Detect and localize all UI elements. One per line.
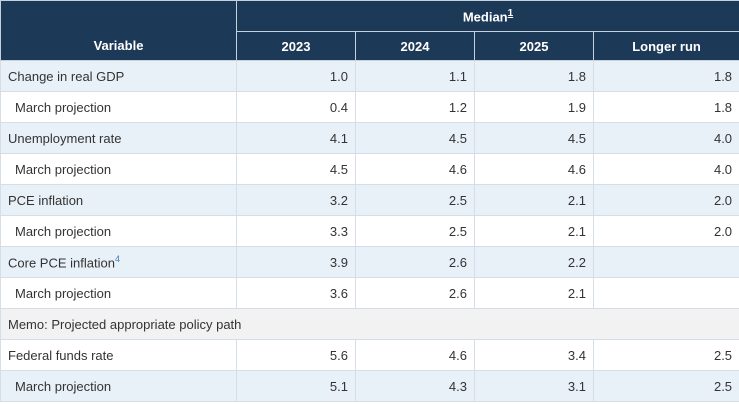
cell-2023: 3.3 xyxy=(236,215,356,247)
cell-2025: 3.1 xyxy=(474,370,594,402)
cell-2024: 2.6 xyxy=(355,277,475,309)
year-header-2025: 2025 xyxy=(474,31,594,61)
row-label: March projection xyxy=(0,215,237,247)
cell-longer-run: 2.5 xyxy=(592,370,739,402)
row-label-cell: Core PCE inflation4 xyxy=(0,246,237,278)
row-label: March projection xyxy=(0,153,237,185)
table-row: March projection 0.4 1.2 1.9 1.8 xyxy=(0,91,739,123)
table-row: March projection 5.1 4.3 3.1 2.5 xyxy=(0,370,739,402)
row-label: Unemployment rate xyxy=(0,122,237,154)
median-label: Median xyxy=(462,9,508,25)
cell-2024: 4.6 xyxy=(355,339,475,371)
table-row: March projection 3.3 2.5 2.1 2.0 xyxy=(0,215,739,247)
cell-longer-run: 2.5 xyxy=(592,339,739,371)
cell-2023: 3.2 xyxy=(236,184,356,216)
cell-2023: 5.6 xyxy=(236,339,356,371)
table-row: March projection 4.5 4.6 4.6 4.0 xyxy=(0,153,739,185)
cell-longer-run: 1.8 xyxy=(592,91,739,123)
median-header: Median1 xyxy=(235,0,739,32)
year-header-2023: 2023 xyxy=(236,31,356,61)
cell-longer-run: 4.0 xyxy=(592,153,739,185)
year-header-longer-run: Longer run xyxy=(592,31,739,61)
cell-2023: 5.1 xyxy=(236,370,356,402)
cell-2023: 4.1 xyxy=(236,122,356,154)
table-row: Unemployment rate 4.1 4.5 4.5 4.0 xyxy=(0,122,739,154)
footnote-marker[interactable]: 4 xyxy=(114,253,120,264)
table-row: Federal funds rate 5.6 4.6 3.4 2.5 xyxy=(0,339,739,371)
cell-longer-run: 2.0 xyxy=(592,184,739,216)
cell-longer-run xyxy=(592,246,739,278)
cell-2024: 4.5 xyxy=(355,122,475,154)
cell-2025: 3.4 xyxy=(474,339,594,371)
cell-2024: 1.1 xyxy=(355,60,475,92)
cell-2023: 4.5 xyxy=(236,153,356,185)
cell-2024: 2.5 xyxy=(355,215,475,247)
median-footnote-link[interactable]: 1 xyxy=(507,7,514,19)
cell-longer-run: 1.8 xyxy=(592,60,739,92)
cell-2024: 2.6 xyxy=(355,246,475,278)
row-label: March projection xyxy=(0,370,237,402)
table-row: Core PCE inflation4 3.9 2.6 2.2 xyxy=(0,246,739,278)
cell-2025: 2.1 xyxy=(474,277,594,309)
cell-2024: 2.5 xyxy=(355,184,475,216)
table-row: March projection 3.6 2.6 2.1 xyxy=(0,277,739,309)
row-label: March projection xyxy=(0,277,237,309)
cell-longer-run: 4.0 xyxy=(592,122,739,154)
table-row: Change in real GDP 1.0 1.1 1.8 1.8 xyxy=(0,60,739,92)
memo-label: Memo: Projected appropriate policy path xyxy=(0,308,739,340)
cell-2023: 3.6 xyxy=(236,277,356,309)
cell-2025: 4.5 xyxy=(474,122,594,154)
cell-2025: 2.1 xyxy=(474,184,594,216)
row-label: Core PCE inflation xyxy=(8,255,115,271)
cell-2025: 1.8 xyxy=(474,60,594,92)
row-label: Federal funds rate xyxy=(0,339,237,371)
cell-2023: 1.0 xyxy=(236,60,356,92)
variable-column-header: Variable xyxy=(0,0,237,61)
memo-row: Memo: Projected appropriate policy path xyxy=(0,308,739,340)
cell-longer-run xyxy=(592,277,739,309)
year-header-2024: 2024 xyxy=(355,31,475,61)
cell-2024: 4.6 xyxy=(355,153,475,185)
cell-2025: 2.1 xyxy=(474,215,594,247)
cell-2023: 0.4 xyxy=(236,91,356,123)
row-label: March projection xyxy=(0,91,237,123)
cell-2024: 1.2 xyxy=(355,91,475,123)
cell-2025: 1.9 xyxy=(474,91,594,123)
cell-longer-run: 2.0 xyxy=(592,215,739,247)
table-row: PCE inflation 3.2 2.5 2.1 2.0 xyxy=(0,184,739,216)
cell-2024: 4.3 xyxy=(355,370,475,402)
row-label: Change in real GDP xyxy=(0,60,237,92)
cell-2025: 2.2 xyxy=(474,246,594,278)
cell-2023: 3.9 xyxy=(236,246,356,278)
cell-2025: 4.6 xyxy=(474,153,594,185)
row-label: PCE inflation xyxy=(0,184,237,216)
